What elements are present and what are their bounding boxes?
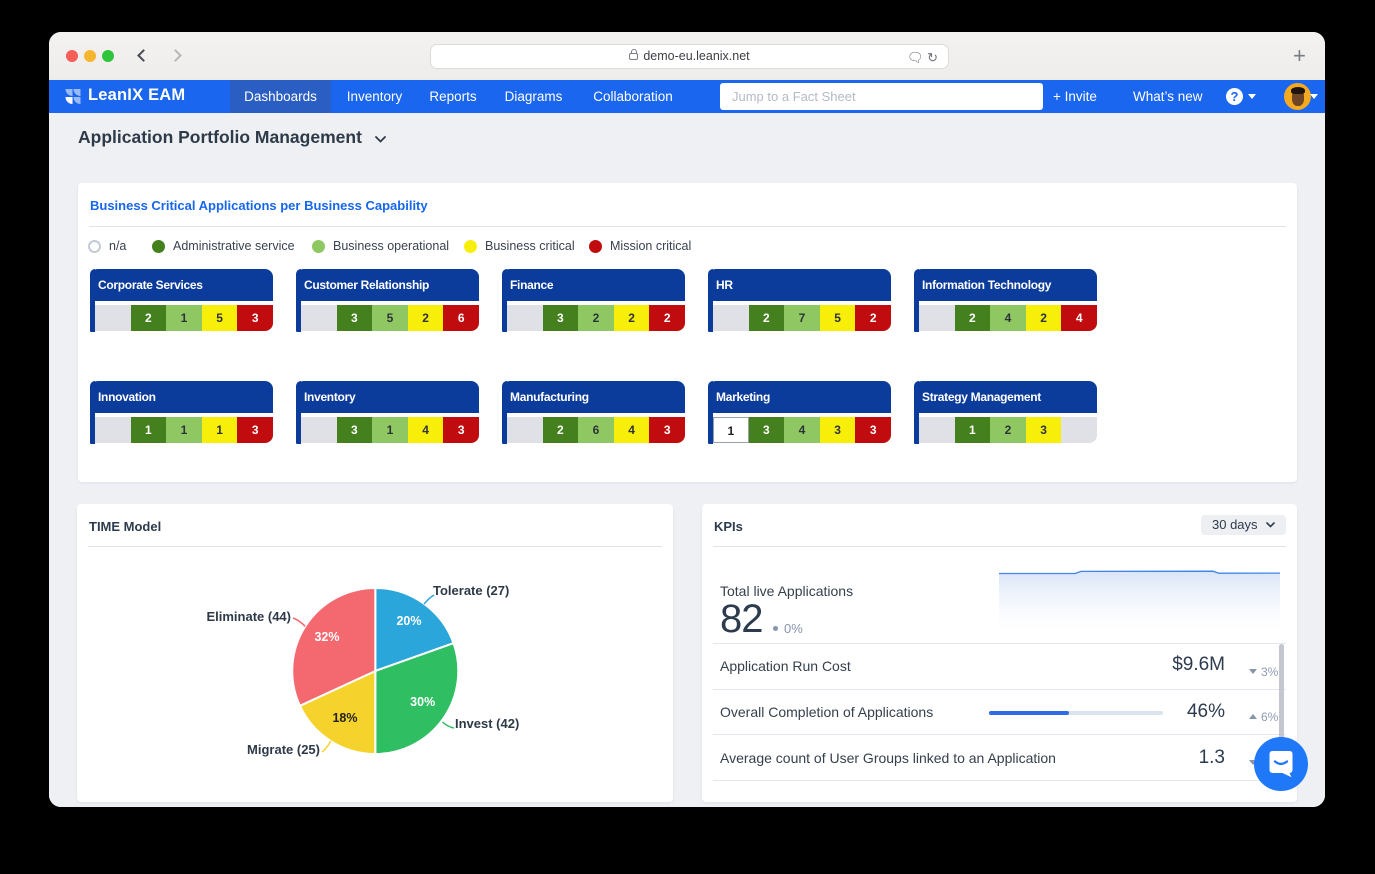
svg-text:Tolerate (27): Tolerate (27): [433, 583, 509, 598]
svg-text:20%: 20%: [396, 614, 421, 628]
svg-text:18%: 18%: [332, 711, 357, 725]
svg-text:Eliminate (44): Eliminate (44): [206, 609, 291, 624]
svg-text:Migrate (25): Migrate (25): [247, 742, 320, 757]
svg-text:30%: 30%: [410, 695, 435, 709]
svg-text:32%: 32%: [314, 630, 339, 644]
svg-text:Invest (42): Invest (42): [455, 716, 519, 731]
